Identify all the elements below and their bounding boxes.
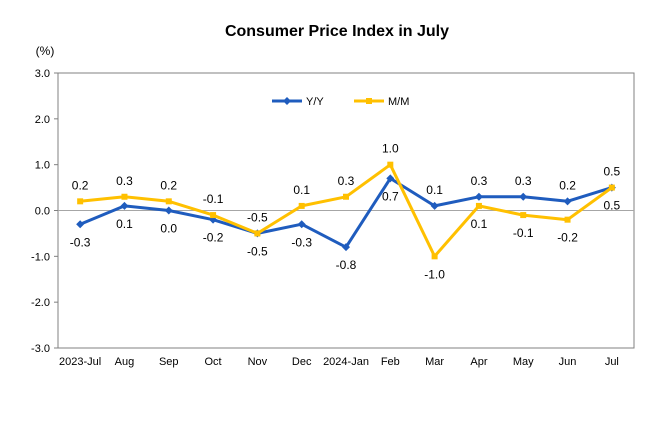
x-category-label: 2024-Jan [323,356,369,368]
data-point-mm [564,216,571,223]
data-point-mm [608,184,615,191]
data-label-yy: 0.7 [382,189,399,203]
data-labels-layer: -0.3 0.1 0.0 -0.2 -0.5 -0.3 -0.8 0.7 0.1 0.3 0.3 0.… [70,142,621,282]
legend-label-mm: M/M [388,96,409,108]
data-point-yy [430,201,439,210]
x-category-label: Apr [470,356,487,368]
y-axis-ticks: 3.0 2.0 1.0 0.0 -1.0 -2.0 -3.0 [31,68,58,355]
data-label-mm: 0.1 [293,183,310,197]
data-label-yy: -0.3 [70,235,91,249]
chart-title: Consumer Price Index in July [225,23,449,40]
data-point-yy [76,220,85,229]
data-label-mm: -1.0 [424,267,445,281]
data-point-yy [164,206,173,215]
data-point-mm [343,193,349,200]
data-label-yy: 0.1 [116,217,133,231]
y-tick-label: 0.0 [35,206,50,218]
data-point-mm [77,198,84,205]
y-tick-label: -1.0 [31,251,50,263]
y-tick-label: 2.0 [35,114,50,126]
data-label-mm: 0.2 [160,178,177,192]
y-tick-label: -2.0 [31,297,50,309]
data-point-mm [387,161,394,168]
x-axis-categories: 2023-Jul Aug Sep Oct Nov Dec 2024-Jan Feb Mar Apr… [59,356,619,368]
x-category-label: Jun [559,356,577,368]
data-label-yy: 0.2 [559,178,576,192]
data-label-yy: -0.2 [203,231,224,245]
data-label-yy: 0.3 [515,174,532,188]
legend-swatch-marker-yy [283,97,291,105]
x-category-label: Mar [425,356,444,368]
series-layer [76,161,616,260]
data-point-yy [386,174,395,183]
x-category-label: Nov [248,356,268,368]
data-label-mm: 0.2 [72,178,89,192]
legend-label-yy: Y/Y [306,96,324,108]
data-point-mm [121,193,128,200]
data-point-yy [563,197,572,206]
x-category-label: Sep [159,356,179,368]
y-tick-label: 3.0 [35,68,50,80]
x-category-label: May [513,356,534,368]
data-label-yy: 0.5 [604,199,621,213]
data-label-mm: -0.1 [203,192,224,206]
data-label-yy: 0.0 [160,222,177,236]
x-category-label: Aug [115,356,135,368]
x-category-label: 2023-Jul [59,356,101,368]
data-point-mm [431,253,438,260]
data-label-mm: -0.5 [247,210,268,224]
data-point-yy [474,192,483,201]
data-label-mm: -0.2 [557,231,578,245]
data-label-yy: 0.1 [426,183,443,197]
data-label-mm: 0.5 [604,165,621,179]
data-point-yy [519,192,528,201]
x-category-label: Jul [605,356,619,368]
x-category-label: Dec [292,356,312,368]
data-point-mm [520,212,527,219]
y-tick-label: 1.0 [35,160,50,172]
data-label-yy: 0.3 [471,174,488,188]
data-point-mm [475,202,482,209]
y-axis-unit-label: (%) [36,44,55,58]
data-label-mm: 0.3 [338,174,355,188]
y-tick-label: -3.0 [31,343,50,355]
data-point-mm [254,230,261,237]
data-label-mm: 1.0 [382,142,399,156]
data-point-yy [342,243,350,252]
legend-swatch-marker-mm [366,98,372,104]
data-label-mm: 0.1 [471,217,488,231]
data-label-mm: -0.1 [513,226,534,240]
data-point-yy [120,201,129,210]
data-label-yy: -0.3 [291,235,312,249]
data-label-mm: 0.3 [116,174,133,188]
data-point-yy [297,220,306,229]
data-label-yy: -0.8 [336,258,357,272]
data-point-mm [165,198,172,205]
data-point-mm [298,202,305,209]
x-category-label: Oct [205,356,222,368]
legend: Y/Y M/M [272,96,409,108]
data-label-yy: -0.5 [247,244,268,258]
x-category-label: Feb [381,356,400,368]
data-point-mm [210,212,217,219]
